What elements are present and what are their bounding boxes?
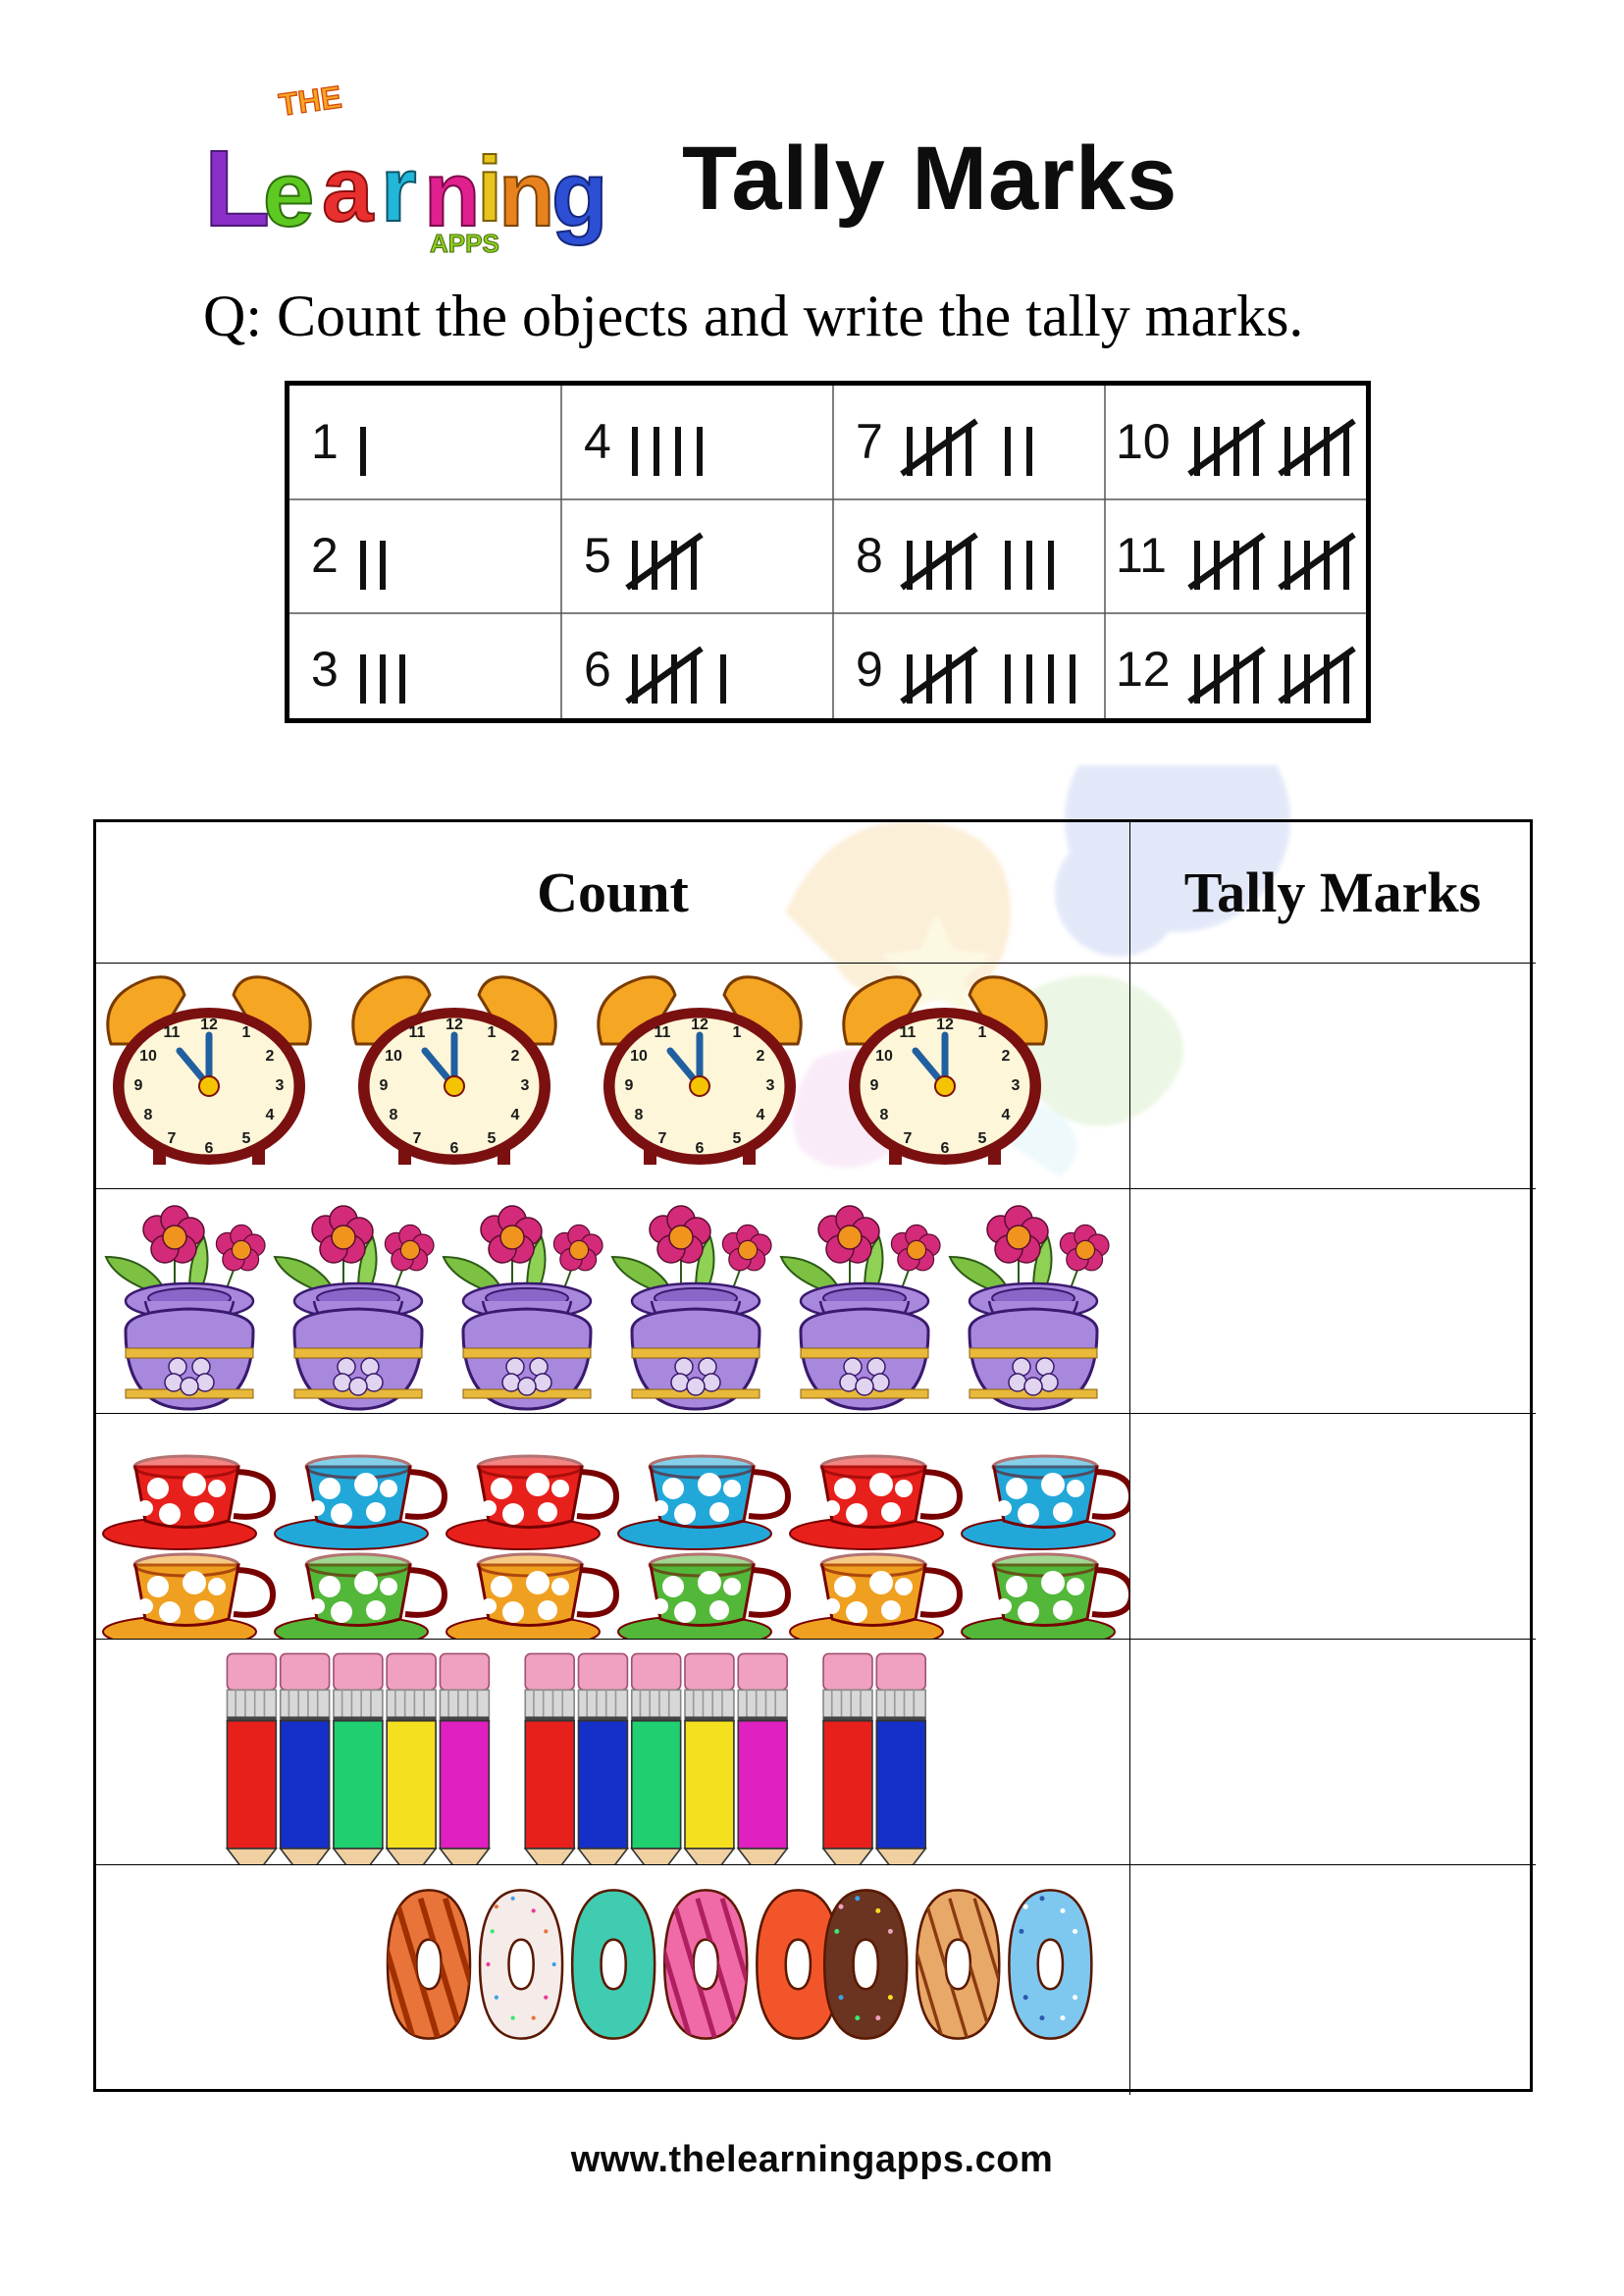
svg-text:r: r [381, 137, 417, 240]
svg-text:6: 6 [584, 642, 611, 697]
svg-text:L: L [204, 129, 270, 249]
svg-text:e: e [263, 142, 314, 245]
svg-text:APPS: APPS [430, 229, 499, 257]
svg-text:12: 12 [1116, 642, 1171, 697]
svg-text:a: a [322, 137, 374, 240]
svg-text:3: 3 [311, 642, 339, 697]
svg-text:g: g [551, 142, 607, 245]
svg-text:9: 9 [856, 642, 883, 697]
svg-text:2: 2 [311, 528, 339, 583]
svg-text:11: 11 [1116, 528, 1167, 583]
svg-text:10: 10 [1116, 414, 1171, 469]
svg-text:n: n [498, 142, 554, 245]
svg-text:THE: THE [277, 78, 343, 123]
svg-text:4: 4 [584, 414, 611, 469]
svg-text:1: 1 [311, 414, 339, 469]
svg-text:7: 7 [856, 414, 883, 469]
svg-text:5: 5 [584, 528, 611, 583]
svg-text:8: 8 [856, 528, 883, 583]
